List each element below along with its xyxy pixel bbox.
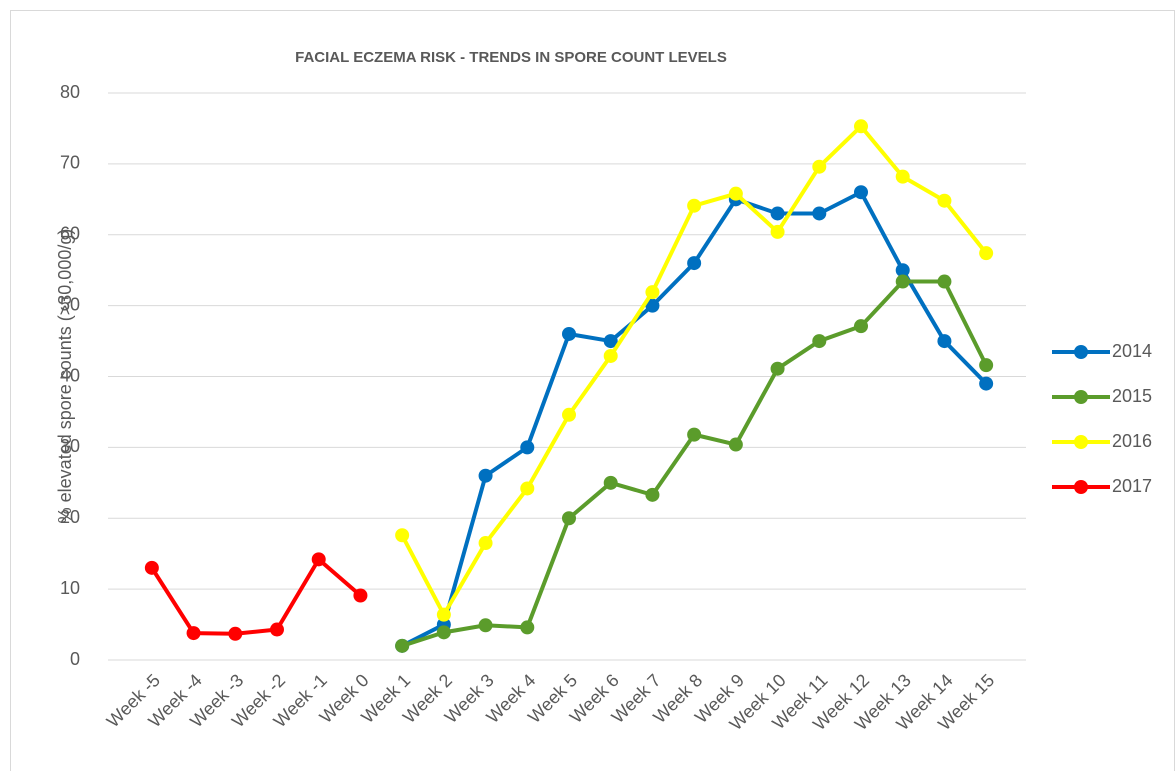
- data-point: [186, 626, 201, 641]
- data-point: [645, 487, 660, 502]
- data-point: [854, 319, 868, 334]
- legend-marker: [1074, 390, 1088, 404]
- data-point: [937, 193, 952, 208]
- data-point: [979, 358, 994, 373]
- data-point: [436, 625, 451, 640]
- data-point: [478, 536, 493, 551]
- y-tick-label: 70: [60, 153, 80, 173]
- data-point: [937, 274, 952, 289]
- y-tick-label: 80: [60, 82, 80, 102]
- legend-label: 2016: [1112, 431, 1152, 451]
- data-point: [728, 186, 743, 201]
- chart-frame: [10, 10, 1175, 771]
- legend-marker: [1074, 435, 1088, 449]
- data-point: [520, 481, 535, 496]
- data-point: [687, 427, 702, 442]
- data-point: [144, 560, 159, 575]
- data-point: [520, 620, 535, 635]
- y-tick-label: 60: [60, 224, 80, 244]
- legend-marker: [1074, 480, 1088, 494]
- data-point: [687, 256, 702, 271]
- data-point: [979, 246, 994, 261]
- data-point: [687, 198, 702, 213]
- data-point: [645, 298, 660, 313]
- data-point: [895, 274, 910, 289]
- data-point: [520, 440, 535, 455]
- y-tick-label: 40: [60, 365, 80, 385]
- y-tick-label: 0: [70, 649, 80, 669]
- data-point: [395, 528, 410, 543]
- y-tick-label: 30: [60, 436, 80, 456]
- data-point: [562, 511, 576, 526]
- y-tick-label: 10: [60, 578, 80, 598]
- y-tick-label: 20: [60, 507, 80, 527]
- data-point: [603, 475, 618, 490]
- data-point: [228, 626, 243, 641]
- chart-title: FACIAL ECZEMA RISK - TRENDS IN SPORE COU…: [295, 49, 727, 66]
- data-point: [562, 407, 576, 422]
- data-point: [770, 206, 785, 221]
- data-point: [979, 376, 994, 391]
- data-point: [270, 622, 284, 637]
- data-point: [812, 334, 827, 349]
- legend-label: 2015: [1112, 386, 1152, 406]
- data-point: [478, 468, 493, 483]
- legend-label: 2014: [1112, 341, 1152, 361]
- data-point: [395, 638, 410, 653]
- data-point: [895, 263, 910, 278]
- data-point: [353, 588, 368, 603]
- data-point: [895, 169, 910, 184]
- data-point: [770, 361, 785, 376]
- data-point: [770, 224, 785, 239]
- data-point: [603, 334, 618, 349]
- y-tick-label: 50: [60, 294, 80, 314]
- legend-marker: [1074, 345, 1088, 359]
- data-point: [562, 326, 576, 341]
- data-point: [812, 206, 827, 221]
- data-point: [854, 185, 868, 200]
- data-point: [937, 334, 952, 349]
- data-point: [478, 618, 493, 633]
- data-point: [812, 159, 827, 174]
- data-point: [728, 437, 743, 452]
- series-line: [150, 557, 362, 636]
- y-axis-label: % elevated spore counts (>30,000/g): [55, 229, 75, 524]
- data-point: [645, 285, 660, 300]
- data-point: [311, 552, 326, 567]
- data-point: [854, 119, 868, 134]
- data-point: [436, 607, 451, 622]
- legend-label: 2017: [1112, 476, 1152, 496]
- data-point: [603, 348, 618, 363]
